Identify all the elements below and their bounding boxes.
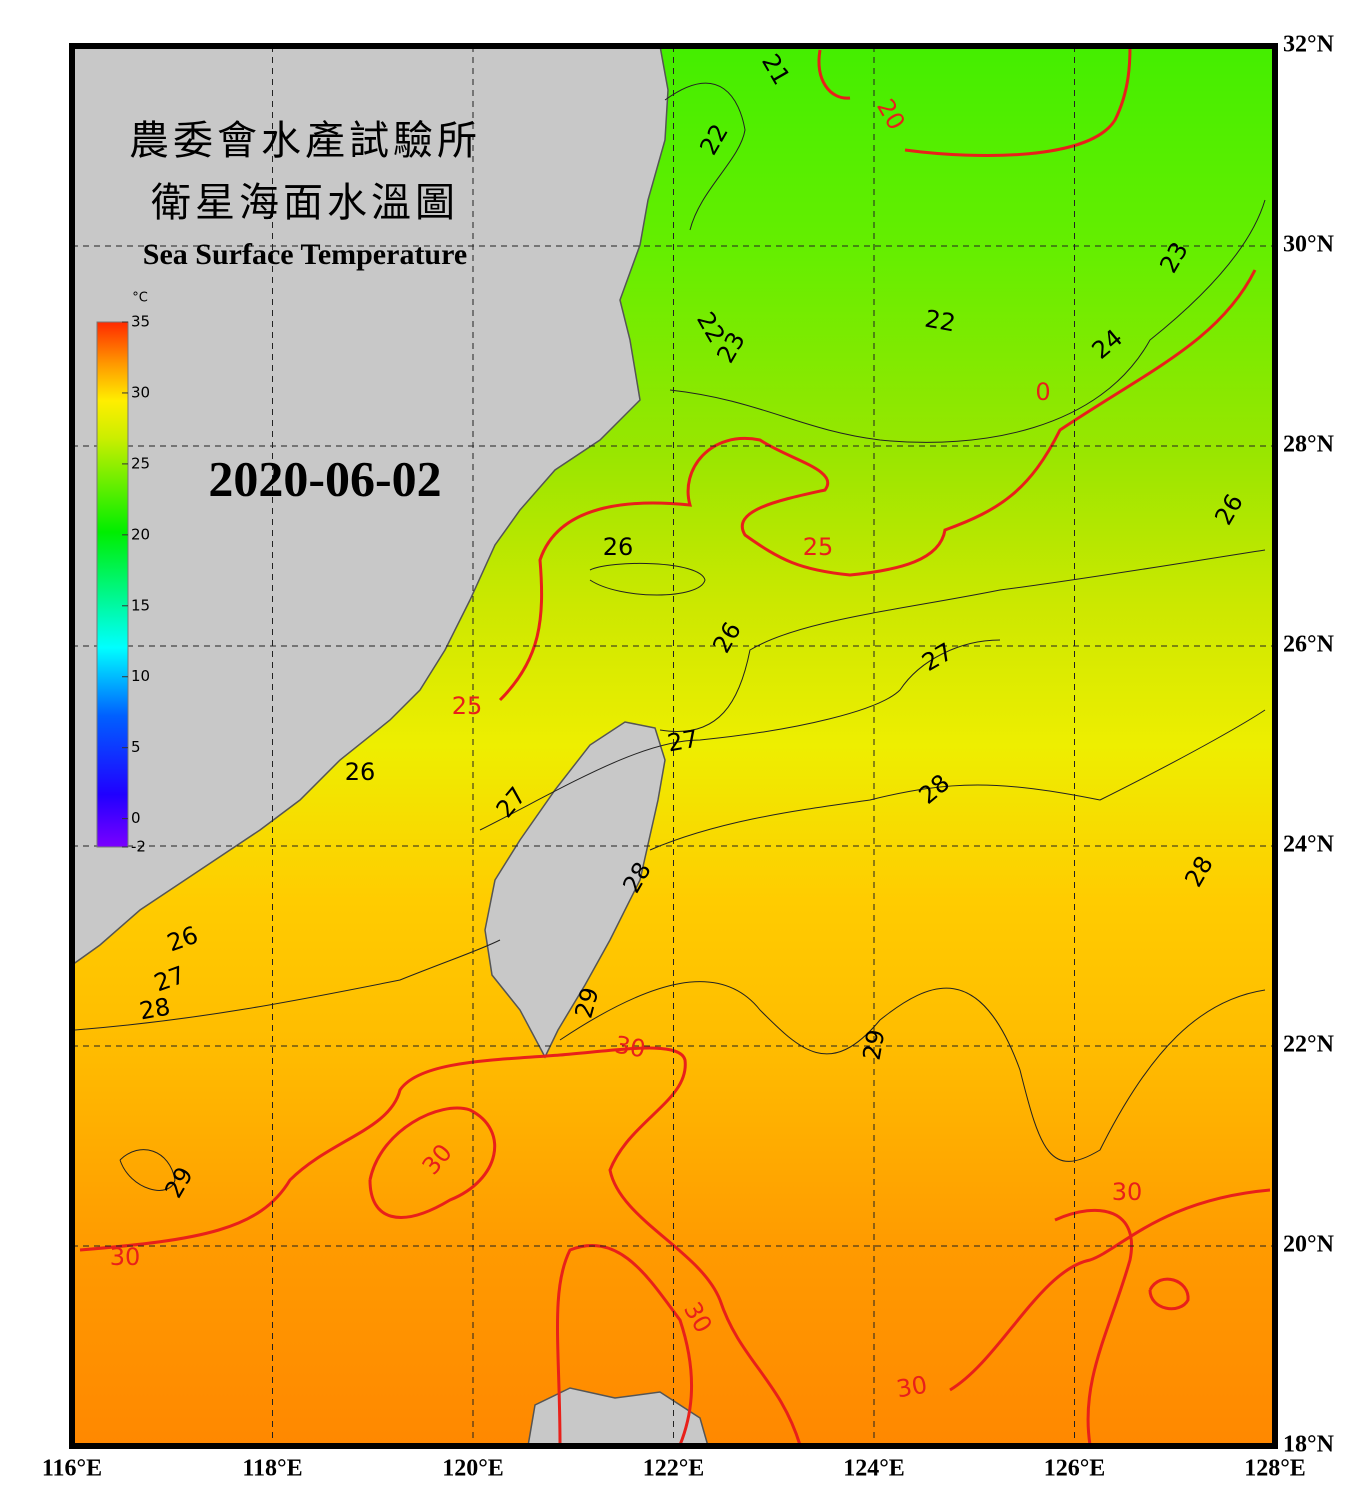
contour-label: 30 (110, 1243, 141, 1271)
contour-label: 0 (1035, 378, 1050, 406)
date: 2020-06-02 (208, 450, 441, 506)
x-tick-label: 122°E (643, 1456, 705, 1482)
title-line: 衛星海面水溫圖 (151, 180, 459, 226)
land-taiwan (484, 721, 666, 1059)
contour-line (559, 981, 1266, 1162)
x-tick-label: 120°E (442, 1456, 504, 1482)
title-line: 農委會水產試驗所 (129, 118, 481, 164)
colorbar-unit: °C (132, 291, 148, 306)
subtitle: Sea Surface Temperature (143, 238, 467, 271)
contour-label: 29 (858, 1027, 891, 1062)
contour-line (368, 1106, 497, 1219)
contour-label: 30 (1112, 1178, 1143, 1206)
colorbar (96, 321, 129, 848)
contour-label: 26 (345, 758, 376, 786)
y-tick-label: 24°N (1283, 832, 1335, 858)
contour-label: 28 (137, 993, 172, 1026)
contour-line (1148, 1277, 1190, 1311)
contour-label: 27 (665, 725, 700, 758)
colorbar-tick-label: 25 (131, 454, 150, 472)
colorbar-tick-label: -2 (131, 838, 146, 856)
contour-line (669, 199, 1266, 443)
contour-line (904, 45, 1132, 158)
contour-line (949, 1188, 1271, 1392)
thin-contours (74, 82, 1266, 1191)
contour-line (79, 1046, 802, 1446)
colorbar-tick-label: 10 (131, 667, 150, 685)
colorbar-tick-label: 5 (131, 738, 141, 756)
contour-line (74, 939, 501, 1031)
contour-label: 25 (803, 533, 834, 561)
land-china (71, 45, 669, 967)
contour-label: 26 (603, 533, 634, 561)
y-tick-label: 26°N (1283, 632, 1335, 658)
colorbar-tick-label: 30 (131, 383, 150, 401)
y-tick-label: 30°N (1283, 232, 1335, 258)
y-tick-label: 20°N (1283, 1232, 1335, 1258)
contour-line (589, 562, 706, 596)
x-tick-label: 126°E (1044, 1456, 1106, 1482)
colorbar-tick-label: 35 (131, 313, 150, 331)
contour-label: 30 (894, 1371, 929, 1404)
contour-line (649, 709, 1266, 851)
colorbar-tick-label: 0 (131, 809, 141, 827)
contour-line (479, 639, 1001, 831)
contour-line (659, 549, 1266, 732)
contour-line (498, 269, 1257, 702)
contour-label: 30 (613, 1031, 648, 1064)
contour-line (119, 1149, 176, 1191)
y-tick-label: 18°N (1283, 1432, 1335, 1458)
contour-line (556, 1243, 694, 1446)
y-tick-label: 22°N (1283, 1032, 1335, 1058)
contour-line (1054, 1208, 1133, 1446)
x-tick-label: 116°E (42, 1456, 102, 1482)
y-tick-label: 28°N (1283, 432, 1335, 458)
contours (79, 45, 1271, 1446)
contour-label: 22 (923, 305, 958, 338)
land-luzon (527, 1387, 709, 1447)
colorbar-tick-label: 15 (131, 596, 150, 614)
colorbar-tick-label: 20 (131, 525, 150, 543)
contour-label: 25 (452, 692, 483, 720)
y-tick-label: 32°N (1283, 32, 1335, 58)
contour-line (664, 82, 746, 231)
frame (69, 43, 1278, 1449)
x-tick-label: 128°E (1244, 1456, 1306, 1482)
contour-line (817, 49, 851, 100)
x-tick-label: 124°E (843, 1456, 905, 1482)
x-tick-label: 118°E (242, 1456, 302, 1482)
